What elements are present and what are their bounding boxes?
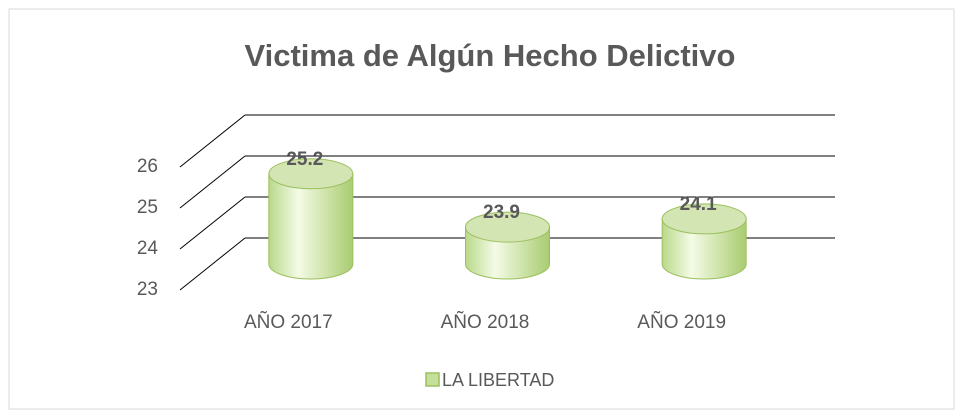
legend-swatch bbox=[425, 372, 440, 387]
chart-title: Victima de Algún Hecho Delictivo bbox=[245, 38, 736, 73]
grid-line-side bbox=[179, 155, 246, 209]
value-label: 25.2 bbox=[286, 149, 323, 170]
bar-top bbox=[661, 203, 747, 235]
value-label: 23.9 bbox=[483, 202, 520, 223]
x-tick-label: AÑO 2018 bbox=[441, 311, 530, 333]
x-tick-label: AÑO 2017 bbox=[244, 311, 333, 333]
bar-body bbox=[661, 218, 747, 280]
bar bbox=[661, 203, 747, 280]
grid-line-side bbox=[179, 196, 246, 250]
bar-top bbox=[268, 158, 354, 190]
grid-line-side bbox=[179, 114, 246, 168]
value-label: 24.1 bbox=[680, 194, 717, 215]
chart-frame bbox=[8, 8, 955, 410]
bar bbox=[268, 158, 354, 280]
y-tick-label: 25 bbox=[137, 197, 158, 218]
bar bbox=[465, 211, 550, 280]
bar-top bbox=[465, 211, 550, 243]
grid-line-side bbox=[179, 237, 246, 291]
y-tick-label: 23 bbox=[137, 279, 158, 300]
x-tick-label: AÑO 2019 bbox=[637, 311, 726, 333]
bar-body bbox=[268, 173, 354, 280]
legend-label: LA LIBERTAD bbox=[442, 370, 554, 390]
y-tick-label: 26 bbox=[137, 156, 158, 177]
y-tick-label: 24 bbox=[137, 238, 159, 259]
